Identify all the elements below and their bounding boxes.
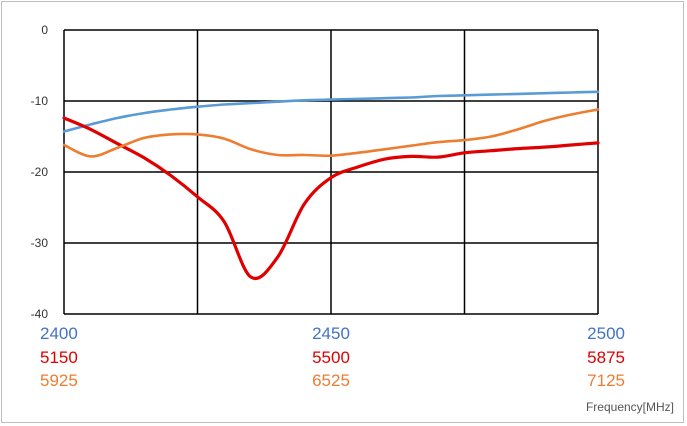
y-tick-labels: 0 -10 -20 -30 -40 — [31, 23, 49, 321]
x-tick-label: 2400 — [40, 324, 78, 343]
y-tick-label: -40 — [31, 307, 49, 321]
x-tick-label: 5150 — [40, 348, 78, 367]
series-line-1 — [62, 90, 600, 133]
x-tick-label: 5500 — [312, 348, 350, 367]
x-axis-label: Frequency[MHz] — [586, 400, 674, 414]
y-tick-label: -20 — [31, 165, 49, 179]
y-tick-label: 0 — [41, 23, 48, 37]
x-tick-label: 5875 — [587, 348, 625, 367]
series-line-3 — [62, 108, 600, 158]
x-tick-label: 6525 — [312, 371, 350, 390]
y-tick-label: -30 — [31, 236, 49, 250]
x-tick-label: 7125 — [587, 371, 625, 390]
series-group — [62, 90, 600, 281]
x-tick-label: 2500 — [587, 324, 625, 343]
grid-lines — [63, 29, 599, 315]
y-tick-label: -10 — [31, 94, 49, 108]
x-tick-label: 2450 — [312, 324, 350, 343]
series-line-2 — [62, 116, 600, 281]
x-tick-labels: 2400 2450 2500 5150 5500 5875 5925 6525 7125 — [40, 324, 625, 390]
x-tick-label: 5925 — [40, 371, 78, 390]
